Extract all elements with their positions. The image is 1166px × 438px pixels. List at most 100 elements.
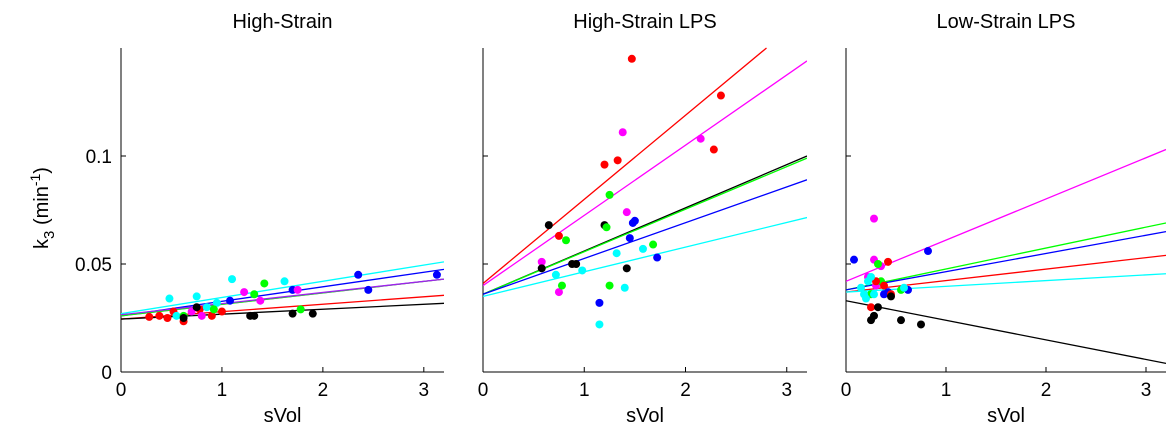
x-tick-label: 2 [1041, 380, 1052, 401]
plot-area [483, 47, 807, 298]
series-fit-line [846, 230, 1166, 291]
data-point [557, 281, 566, 290]
chart-panel-2: High-Strain LPS 0 1 2 3 sVol [478, 11, 807, 427]
data-point [240, 288, 249, 297]
y-axis-label-sup: -1 [27, 174, 43, 187]
x-tick-label: 1 [941, 380, 952, 401]
data-point [595, 298, 604, 307]
data-point [364, 285, 373, 294]
data-point [884, 257, 892, 266]
data-point [228, 275, 237, 284]
data-point [620, 283, 629, 292]
series-fit-line [846, 222, 1166, 291]
data-point [354, 270, 363, 279]
data-point [554, 288, 563, 297]
data-point [578, 266, 587, 275]
data-point [605, 281, 614, 290]
y-tick-label: 0.05 [75, 255, 112, 276]
data-point [595, 320, 604, 329]
x-axis-label: sVol [264, 405, 302, 427]
plot-area [121, 261, 444, 320]
data-point [308, 309, 317, 318]
data-point [155, 311, 164, 320]
chart-panel-1: High-Strain 0 1 2 3 0 0.05 0.1 sVol [75, 11, 444, 427]
data-point [537, 257, 546, 266]
data-point [537, 264, 546, 273]
x-tick-label: 3 [419, 380, 430, 401]
plot-area [846, 148, 1166, 364]
data-point [653, 253, 662, 262]
series-fit-line [846, 148, 1166, 282]
series-fit-line [846, 300, 1166, 364]
data-point [217, 307, 226, 316]
data-point [862, 294, 870, 303]
data-point [924, 247, 932, 256]
data-point [256, 296, 265, 305]
x-tick-label: 0 [478, 380, 489, 401]
x-tick-label: 2 [680, 380, 691, 401]
x-tick-label: 1 [217, 380, 228, 401]
data-point [544, 221, 553, 230]
data-point [880, 281, 888, 290]
y-tick-label: 0.1 [86, 147, 112, 168]
data-point [613, 156, 622, 165]
data-point [600, 160, 609, 169]
y-tick-label: 0 [101, 363, 112, 384]
chart-panel-3: Low-Strain LPS 0 1 2 3 sVol [841, 11, 1166, 427]
data-point [212, 298, 221, 307]
data-point [709, 145, 718, 154]
data-point [172, 311, 181, 320]
data-point [197, 311, 206, 320]
x-tick-label: 0 [841, 380, 852, 401]
data-point [192, 303, 201, 312]
series-fit-line [483, 47, 767, 284]
data-point [250, 311, 259, 320]
data-point [625, 234, 634, 243]
data-point [551, 270, 560, 279]
data-point [296, 305, 305, 314]
data-point [250, 290, 259, 299]
data-point [207, 311, 216, 320]
y-axis-label-unit: (min [31, 186, 53, 230]
data-point [280, 277, 289, 286]
data-point [145, 312, 154, 321]
x-tick-label: 1 [579, 380, 590, 401]
data-point [622, 208, 631, 217]
data-point [202, 303, 211, 312]
data-point [870, 214, 878, 223]
y-axis-label-main: k [31, 238, 53, 249]
x-tick-label: 3 [1141, 380, 1152, 401]
data-point [618, 128, 627, 137]
data-point [572, 260, 581, 268]
data-point [874, 260, 882, 268]
data-point [622, 264, 631, 273]
series-fit-line [483, 157, 807, 295]
data-point [630, 216, 639, 225]
x-axis-label: sVol [987, 405, 1025, 427]
data-point [870, 311, 878, 320]
chart-title: High-Strain LPS [573, 11, 716, 33]
x-tick-label: 2 [318, 380, 329, 401]
data-point [554, 231, 563, 240]
y-axis-label: k3 (min-1) [27, 167, 58, 249]
series-fit-line [121, 261, 444, 315]
data-point [867, 272, 875, 281]
series-fit-line [483, 179, 807, 295]
data-point [900, 283, 908, 292]
data-point [874, 303, 882, 312]
data-point [696, 134, 705, 143]
data-point [649, 240, 658, 249]
x-tick-label: 3 [781, 380, 792, 401]
data-point [612, 249, 621, 258]
data-point [562, 236, 571, 245]
data-point [897, 316, 905, 325]
series-fit-line [483, 216, 807, 298]
data-point [857, 283, 865, 292]
data-point [293, 285, 302, 294]
data-point [716, 91, 725, 100]
data-point [288, 309, 297, 318]
data-point [627, 54, 636, 63]
data-point [602, 223, 611, 232]
